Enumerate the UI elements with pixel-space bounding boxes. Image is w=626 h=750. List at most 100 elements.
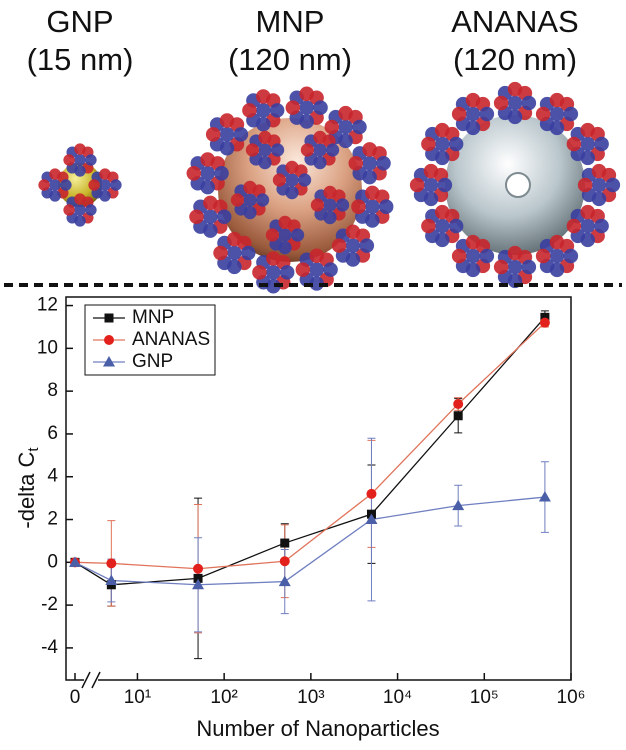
protein-cluster <box>285 86 328 129</box>
protein-unit <box>493 95 509 111</box>
protein-unit <box>434 218 450 234</box>
protein-unit <box>256 103 271 118</box>
protein-unit <box>256 89 271 104</box>
protein-unit <box>465 262 481 278</box>
break-mark <box>91 671 101 689</box>
protein-cluster <box>535 92 579 136</box>
protein-unit <box>338 119 353 135</box>
protein-unit <box>299 114 314 129</box>
protein-unit <box>279 265 295 280</box>
protein-unit <box>451 106 467 122</box>
x-tick-label: 10³ <box>297 687 324 708</box>
plot-frame <box>65 296 572 681</box>
ananas-hole <box>505 172 531 198</box>
protein-unit <box>265 228 279 242</box>
protein-unit <box>549 106 565 122</box>
protein-unit <box>376 156 391 171</box>
protein-unit <box>300 143 314 157</box>
protein-cluster <box>186 152 229 195</box>
x-tick-label: 0 <box>70 687 81 708</box>
protein-unit <box>242 103 257 118</box>
protein-cluster <box>300 130 340 170</box>
protein-unit <box>49 168 61 180</box>
protein-unit <box>434 232 450 248</box>
protein-unit <box>324 119 340 135</box>
protein-unit <box>345 252 361 267</box>
protein-unit <box>74 165 86 177</box>
protein-unit <box>266 251 281 266</box>
protein-unit <box>507 109 523 125</box>
protein-unit <box>243 180 257 194</box>
protein-unit <box>605 177 621 193</box>
data-point <box>69 556 81 567</box>
protein-cluster <box>535 234 579 278</box>
protein-unit <box>352 119 367 135</box>
protein-unit <box>580 136 596 152</box>
protein-unit <box>423 177 439 193</box>
protein-unit <box>591 177 607 193</box>
protein-unit <box>285 173 299 187</box>
protein-unit <box>99 168 111 180</box>
protein-unit <box>535 248 551 264</box>
protein-cluster <box>265 215 305 255</box>
protein-unit <box>351 199 366 214</box>
protein-unit <box>278 228 292 242</box>
protein-cluster <box>230 180 270 220</box>
y-tick-label: 4 <box>47 466 58 487</box>
protein-unit <box>348 156 364 171</box>
protein-unit <box>272 173 286 187</box>
protein-unit <box>336 198 350 212</box>
data-point <box>538 491 551 502</box>
data-point <box>453 398 464 409</box>
protein-unit <box>323 262 338 277</box>
protein-unit <box>256 193 270 207</box>
protein-unit <box>186 166 202 181</box>
protein-cluster <box>245 130 285 170</box>
protein-unit <box>479 248 495 264</box>
gold-particle <box>58 163 102 207</box>
particle-size: (120 nm) <box>228 42 352 77</box>
protein-unit <box>549 262 565 278</box>
protein-unit <box>549 92 565 108</box>
legend-marker <box>104 313 114 323</box>
protein-unit <box>323 211 337 225</box>
data-point <box>193 563 204 574</box>
protein-unit <box>580 150 596 166</box>
protein-unit <box>200 152 215 167</box>
protein-unit <box>591 191 607 207</box>
protein-unit <box>63 204 75 216</box>
protein-cluster <box>421 204 464 248</box>
protein-unit <box>549 248 565 264</box>
protein-cluster <box>493 81 537 125</box>
particle-size: (120 nm) <box>453 42 577 77</box>
protein-cluster <box>493 245 537 289</box>
particle-size: (15 nm) <box>27 42 134 77</box>
protein-unit <box>465 234 481 250</box>
protein-unit <box>213 245 228 261</box>
protein-unit <box>233 127 249 142</box>
protein-unit <box>434 204 450 220</box>
protein-cluster <box>189 195 232 238</box>
protein-unit <box>448 218 464 234</box>
protein-cluster <box>272 160 312 200</box>
data-point <box>278 575 291 587</box>
protein-cluster <box>451 234 495 278</box>
protein-unit <box>309 262 324 277</box>
protein-unit <box>591 163 607 179</box>
y-tick-label: 8 <box>47 380 58 401</box>
protein-unit <box>434 150 450 166</box>
protein-unit <box>465 120 481 136</box>
protein-unit <box>245 143 259 157</box>
data-point <box>280 538 290 548</box>
x-tick-label: 10⁴ <box>383 687 412 708</box>
protein-unit <box>594 218 609 234</box>
protein-unit <box>49 179 61 191</box>
protein-unit <box>310 198 324 212</box>
protein-unit <box>423 191 439 207</box>
protein-unit <box>74 204 86 216</box>
protein-unit <box>345 238 361 253</box>
protein-unit <box>85 204 97 216</box>
protein-unit <box>219 140 235 156</box>
protein-unit <box>49 190 61 202</box>
y-tick-label: 6 <box>47 423 58 444</box>
